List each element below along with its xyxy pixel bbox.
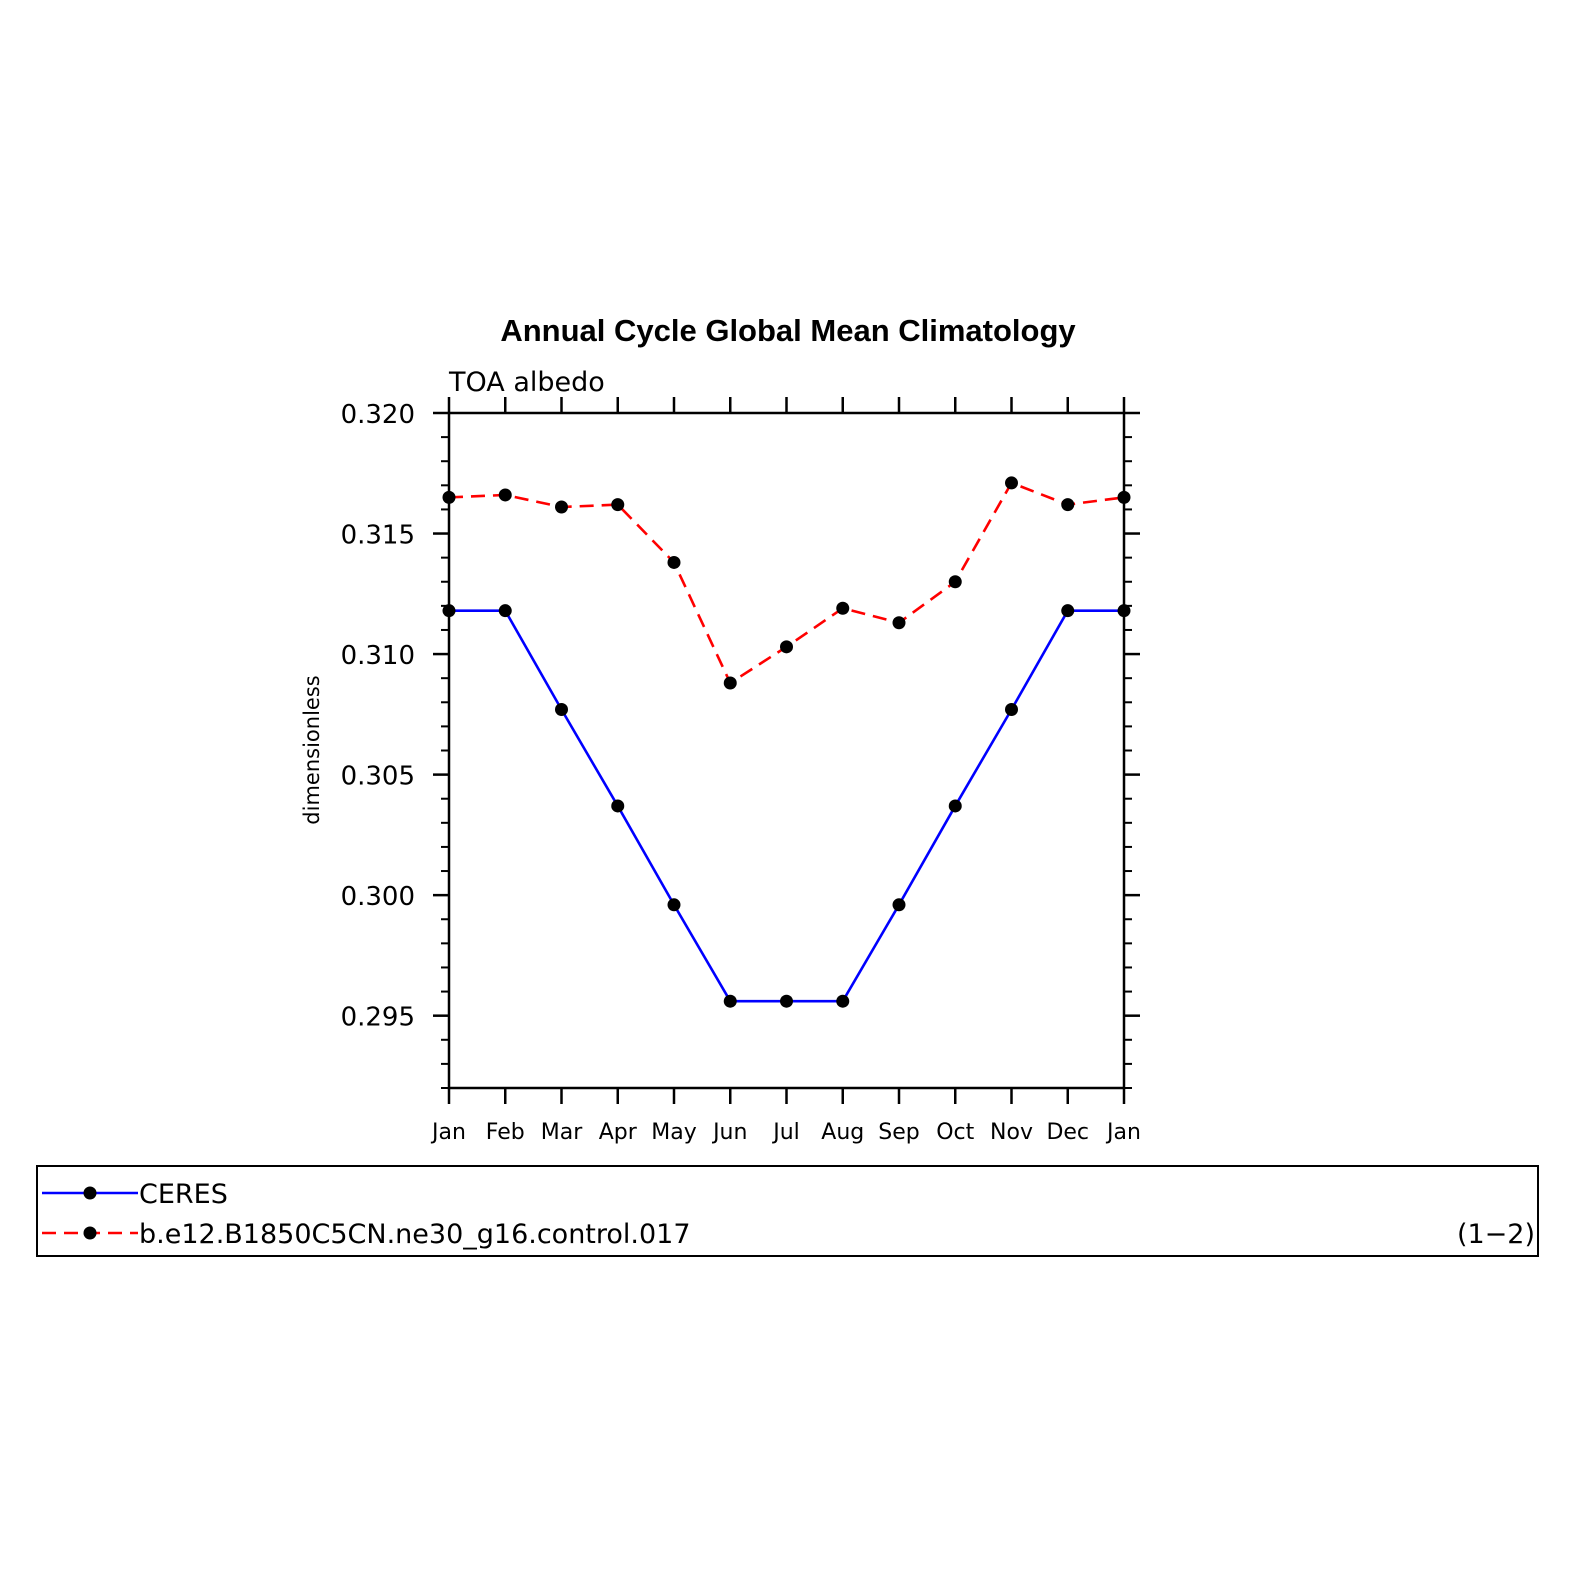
data-point xyxy=(892,616,906,630)
data-point xyxy=(836,601,850,615)
series-layer xyxy=(442,476,1131,1008)
data-point xyxy=(1117,604,1131,618)
data-point xyxy=(611,498,625,512)
data-point xyxy=(1117,490,1131,504)
plot-frame xyxy=(447,411,1126,1090)
data-point xyxy=(667,555,681,569)
legend-item-1: CERES xyxy=(42,1179,228,1210)
minor-ticks xyxy=(441,436,1132,1089)
y-tick-label: 0.320 xyxy=(341,400,415,430)
legend-marker xyxy=(83,1226,97,1240)
legend: CERES b.e12.B1850C5CN.ne30_g16.control.01… xyxy=(42,1179,691,1250)
y-tick-label: 0.295 xyxy=(341,1003,415,1033)
data-point xyxy=(555,703,568,717)
data-point xyxy=(442,604,456,618)
plot-border xyxy=(447,411,1126,1090)
x-tick-label: Nov xyxy=(990,1120,1033,1145)
data-point xyxy=(836,994,850,1008)
data-point xyxy=(498,604,512,618)
legend-note: (1−2) xyxy=(1457,1219,1535,1250)
x-ticks: Jan Feb Mar Apr May Jun Jul Aug Sep Oct Nov Dec Jan xyxy=(430,397,1141,1145)
chart-subtitle: TOA albedo xyxy=(448,367,605,398)
data-point xyxy=(948,799,962,813)
data-point xyxy=(723,994,737,1008)
series-2 xyxy=(442,476,1131,690)
legend-box xyxy=(36,1165,1539,1257)
series-line xyxy=(449,609,1124,1003)
x-tick-label: Jul xyxy=(771,1120,800,1145)
data-point xyxy=(611,799,625,813)
x-tick-label: Oct xyxy=(936,1120,974,1145)
legend-marker xyxy=(83,1186,97,1200)
y-tick-label: 0.310 xyxy=(341,641,415,671)
legend-label: CERES xyxy=(139,1179,228,1210)
x-tick-label: Aug xyxy=(821,1120,864,1145)
data-point xyxy=(1005,703,1018,717)
series-1 xyxy=(442,604,1131,1008)
data-point xyxy=(1005,476,1018,490)
x-tick-label: Dec xyxy=(1046,1120,1089,1145)
legend-label: b.e12.B1850C5CN.ne30_g16.control.017 xyxy=(139,1219,691,1250)
data-point xyxy=(1061,604,1075,618)
data-point xyxy=(1061,498,1075,512)
x-tick-label: Jan xyxy=(1105,1120,1141,1145)
chart-title: Annual Cycle Global Mean Climatology xyxy=(500,313,1076,348)
data-point xyxy=(723,676,737,690)
y-axis-label: dimensionless xyxy=(300,675,324,824)
y-tick-label: 0.315 xyxy=(341,521,415,551)
x-tick-label: Mar xyxy=(541,1120,583,1145)
y-tick-label: 0.300 xyxy=(341,882,415,912)
x-tick-label: Apr xyxy=(599,1120,638,1145)
y-tick-label: 0.305 xyxy=(341,762,415,792)
legend-item-2: b.e12.B1850C5CN.ne30_g16.control.017 xyxy=(42,1219,691,1250)
data-point xyxy=(948,575,962,589)
x-tick-label: Feb xyxy=(486,1120,525,1145)
data-point xyxy=(498,488,512,502)
data-point xyxy=(780,994,793,1008)
y-ticks: 0.320 0.315 0.310 0.305 0.300 0.295 xyxy=(341,400,1140,1033)
data-point xyxy=(667,898,681,912)
data-point xyxy=(555,500,568,514)
x-tick-label: May xyxy=(651,1120,696,1145)
x-tick-label: Sep xyxy=(878,1120,919,1145)
data-point xyxy=(780,640,793,654)
data-point xyxy=(892,898,906,912)
x-tick-label: Jan xyxy=(430,1120,466,1145)
data-point xyxy=(442,490,456,504)
x-tick-label: Jun xyxy=(711,1120,747,1145)
